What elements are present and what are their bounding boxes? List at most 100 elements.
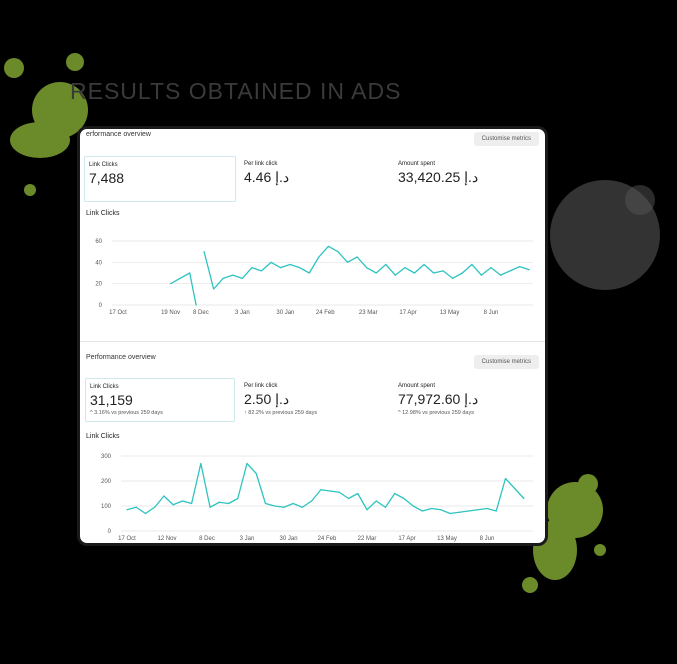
data-point <box>172 504 174 506</box>
data-point <box>403 497 405 500</box>
data-point <box>246 462 248 465</box>
chart-label: Link Clicks <box>86 210 120 217</box>
data-point <box>279 267 282 269</box>
metric-label: Link Clicks <box>89 162 118 168</box>
metric-value: 31,159 <box>90 392 133 408</box>
y-tick-label: 60 <box>95 239 102 245</box>
metric-link-clicks[interactable]: Link Clicks 31,159 ^ 3.16% vs previous 2… <box>85 378 235 422</box>
data-point <box>299 267 301 269</box>
data-point <box>458 511 460 513</box>
data-point <box>126 509 128 511</box>
data-point <box>514 487 516 490</box>
data-point <box>255 472 257 475</box>
performance-panel-2: Performance overview Customise metrics L… <box>80 344 545 543</box>
metric-amount-spent[interactable]: Amount spent 77,972.60 د.إ ^ 12.98% vs p… <box>394 378 544 424</box>
data-point <box>163 495 165 497</box>
data-point <box>384 506 387 508</box>
metric-comparison: ^ 12.98% vs previous 259 days <box>398 410 474 416</box>
metric-value: 7,488 <box>89 170 125 186</box>
link-clicks-chart-1: 0 20 40 60 17 Oct 19 Nov 8 Dec 3 Jan 30 Jan 24 Fe… <box>95 239 533 316</box>
panel-title: erformance overview <box>86 131 151 138</box>
x-tick-label: 13 May <box>437 536 457 542</box>
data-point <box>327 245 330 247</box>
link-clicks-chart-2: 0 100 200 300 17 Oct 12 Nov 8 Dec 3 Jan 30 Jan 24… <box>101 454 533 542</box>
data-point <box>471 263 473 266</box>
metric-label: Amount spent <box>398 383 436 389</box>
data-point <box>375 272 377 274</box>
data-point <box>311 500 313 502</box>
data-point <box>490 267 492 269</box>
y-tick-label: 300 <box>101 454 112 460</box>
x-tick-label: 30 Jan <box>280 536 298 542</box>
metric-value: 4.46 د.إ <box>244 169 290 185</box>
metric-comparison: ↑ 82.2% vs previous 259 days <box>244 410 318 416</box>
data-point <box>337 251 339 253</box>
metric-link-clicks[interactable]: Link Clicks 7,488 <box>84 156 236 202</box>
data-point <box>477 509 479 511</box>
data-point <box>375 500 377 502</box>
data-point <box>467 510 470 512</box>
panel-title: Performance overview <box>86 354 156 361</box>
page-heading: RESULTS OBTAINED IN ADS <box>70 78 402 104</box>
data-point <box>270 261 272 263</box>
data-point <box>227 502 230 505</box>
data-point <box>523 497 525 500</box>
metric-value: 77,972.60 د.إ <box>398 391 479 407</box>
data-point <box>461 272 463 274</box>
data-point <box>385 263 387 266</box>
data-point <box>433 272 435 274</box>
data-point <box>274 505 276 507</box>
data-point <box>154 506 156 508</box>
customise-metrics-button[interactable]: Customise metrics <box>473 132 539 146</box>
data-point <box>356 256 358 258</box>
data-point <box>431 507 433 510</box>
series-line <box>170 272 197 306</box>
x-tick-label: 13 May <box>440 310 460 316</box>
series-line <box>126 462 525 515</box>
data-point <box>191 502 193 505</box>
y-tick-label: 0 <box>108 529 112 535</box>
metric-amount-spent[interactable]: Amount spent 33,420.25 د.إ <box>394 156 544 202</box>
data-point <box>394 492 396 495</box>
x-tick-label: 17 Oct <box>118 536 136 542</box>
y-tick-label: 100 <box>101 504 112 510</box>
data-point <box>283 506 285 508</box>
data-point <box>519 266 521 268</box>
data-point <box>203 251 205 253</box>
data-point <box>421 510 423 512</box>
data-point <box>480 274 483 276</box>
x-tick-label: 24 Feb <box>318 536 337 542</box>
data-point <box>357 492 359 495</box>
y-tick-label: 200 <box>101 479 112 485</box>
data-point <box>135 506 137 508</box>
data-point <box>499 274 502 276</box>
data-point <box>179 277 181 279</box>
customise-metrics-button[interactable]: Customise metrics <box>473 355 539 369</box>
x-tick-label: 12 Nov <box>157 536 176 542</box>
metric-label: Per link click <box>244 161 278 167</box>
data-point <box>412 505 414 507</box>
data-point <box>404 267 406 269</box>
data-point <box>200 462 202 465</box>
dashboard-card: erformance overview Customise metrics Li… <box>77 126 548 546</box>
data-point <box>301 506 303 508</box>
metric-value: 33,420.25 د.إ <box>398 169 479 185</box>
data-point <box>222 277 224 279</box>
y-tick-label: 40 <box>95 260 102 266</box>
data-point <box>232 274 234 276</box>
data-point <box>495 510 497 512</box>
metric-per-link-click[interactable]: Per link click 4.46 د.إ <box>240 156 390 202</box>
data-point <box>366 509 368 511</box>
y-tick-label: 0 <box>99 303 103 309</box>
x-tick-label: 17 Apr <box>398 536 415 542</box>
data-point <box>241 277 243 279</box>
data-point <box>195 304 197 306</box>
metric-per-link-click[interactable]: Per link click 2.50 د.إ ↑ 82.2% vs previ… <box>240 378 390 424</box>
data-point <box>449 512 451 515</box>
data-point <box>289 263 291 266</box>
data-point <box>292 502 294 505</box>
data-point <box>346 261 349 263</box>
data-point <box>308 272 310 274</box>
data-point <box>486 507 488 510</box>
